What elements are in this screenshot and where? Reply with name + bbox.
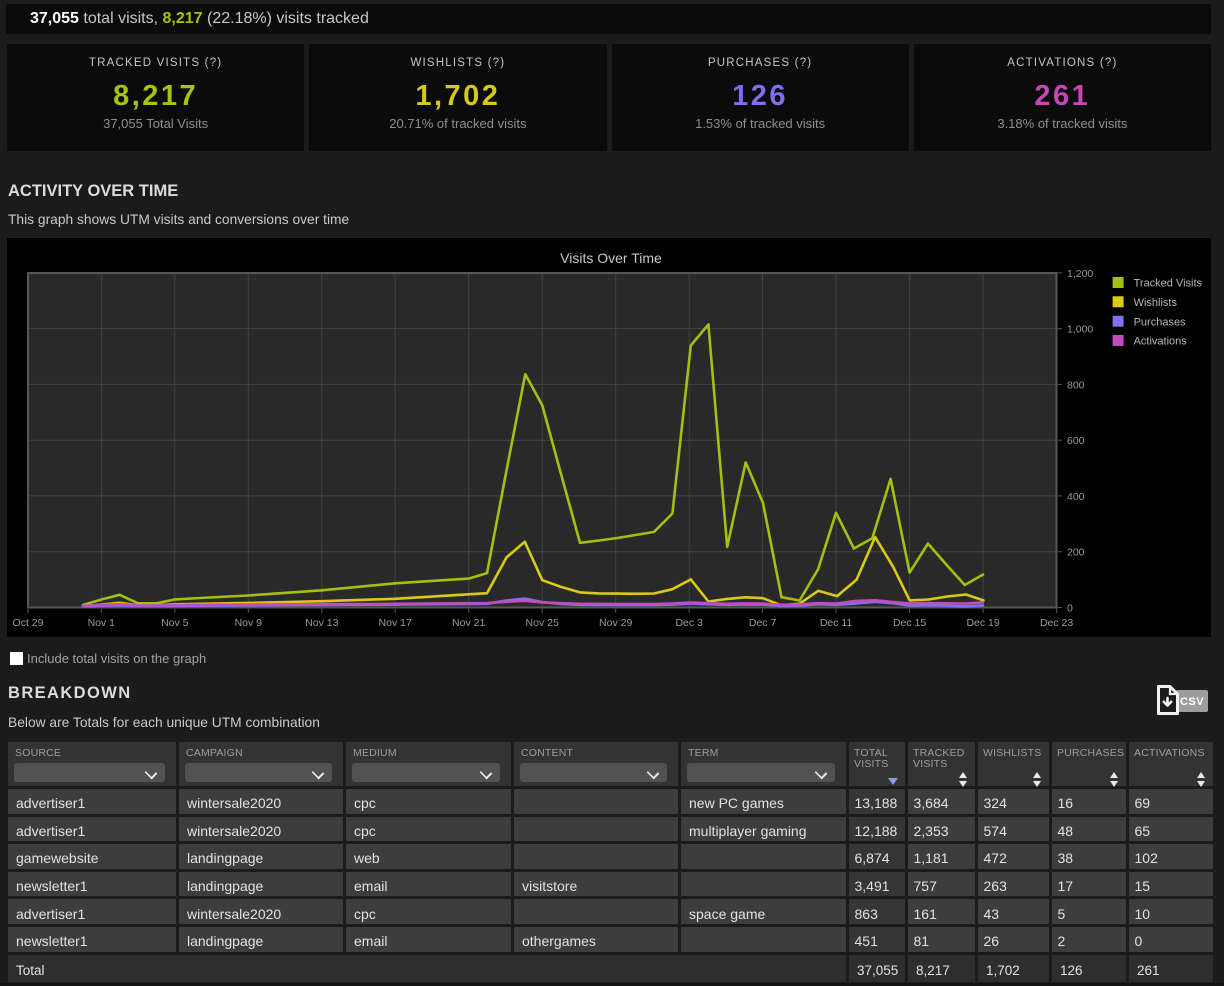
svg-text:1,000: 1,000 bbox=[1067, 324, 1093, 336]
svg-text:Nov 25: Nov 25 bbox=[526, 617, 559, 629]
svg-text:Nov 9: Nov 9 bbox=[235, 617, 263, 629]
svg-text:Dec 15: Dec 15 bbox=[893, 617, 926, 629]
svg-text:Oct 29: Oct 29 bbox=[13, 617, 44, 629]
svg-text:Dec 3: Dec 3 bbox=[675, 617, 703, 629]
svg-text:Nov 13: Nov 13 bbox=[305, 617, 338, 629]
svg-text:1,200: 1,200 bbox=[1067, 268, 1093, 280]
svg-text:Tracked Visits: Tracked Visits bbox=[1134, 278, 1203, 290]
svg-text:0: 0 bbox=[1067, 603, 1073, 615]
svg-text:Nov 17: Nov 17 bbox=[379, 617, 412, 629]
svg-text:600: 600 bbox=[1067, 435, 1085, 447]
svg-text:200: 200 bbox=[1067, 547, 1085, 559]
svg-text:Nov 1: Nov 1 bbox=[88, 617, 116, 629]
svg-text:Nov 5: Nov 5 bbox=[161, 617, 189, 629]
svg-text:400: 400 bbox=[1067, 491, 1085, 503]
svg-text:CSV: CSV bbox=[1180, 696, 1204, 708]
svg-text:Nov 21: Nov 21 bbox=[452, 617, 485, 629]
svg-text:800: 800 bbox=[1067, 379, 1085, 391]
svg-text:Dec 23: Dec 23 bbox=[1040, 617, 1073, 629]
svg-text:Dec 11: Dec 11 bbox=[820, 617, 853, 629]
svg-text:Nov 29: Nov 29 bbox=[599, 617, 632, 629]
svg-text:Dec 19: Dec 19 bbox=[966, 617, 999, 629]
svg-text:Visits Over Time: Visits Over Time bbox=[560, 250, 662, 266]
svg-text:Dec 7: Dec 7 bbox=[749, 617, 777, 629]
svg-text:Activations: Activations bbox=[1134, 336, 1188, 348]
svg-text:Wishlists: Wishlists bbox=[1134, 297, 1178, 309]
svg-text:Purchases: Purchases bbox=[1134, 316, 1186, 328]
